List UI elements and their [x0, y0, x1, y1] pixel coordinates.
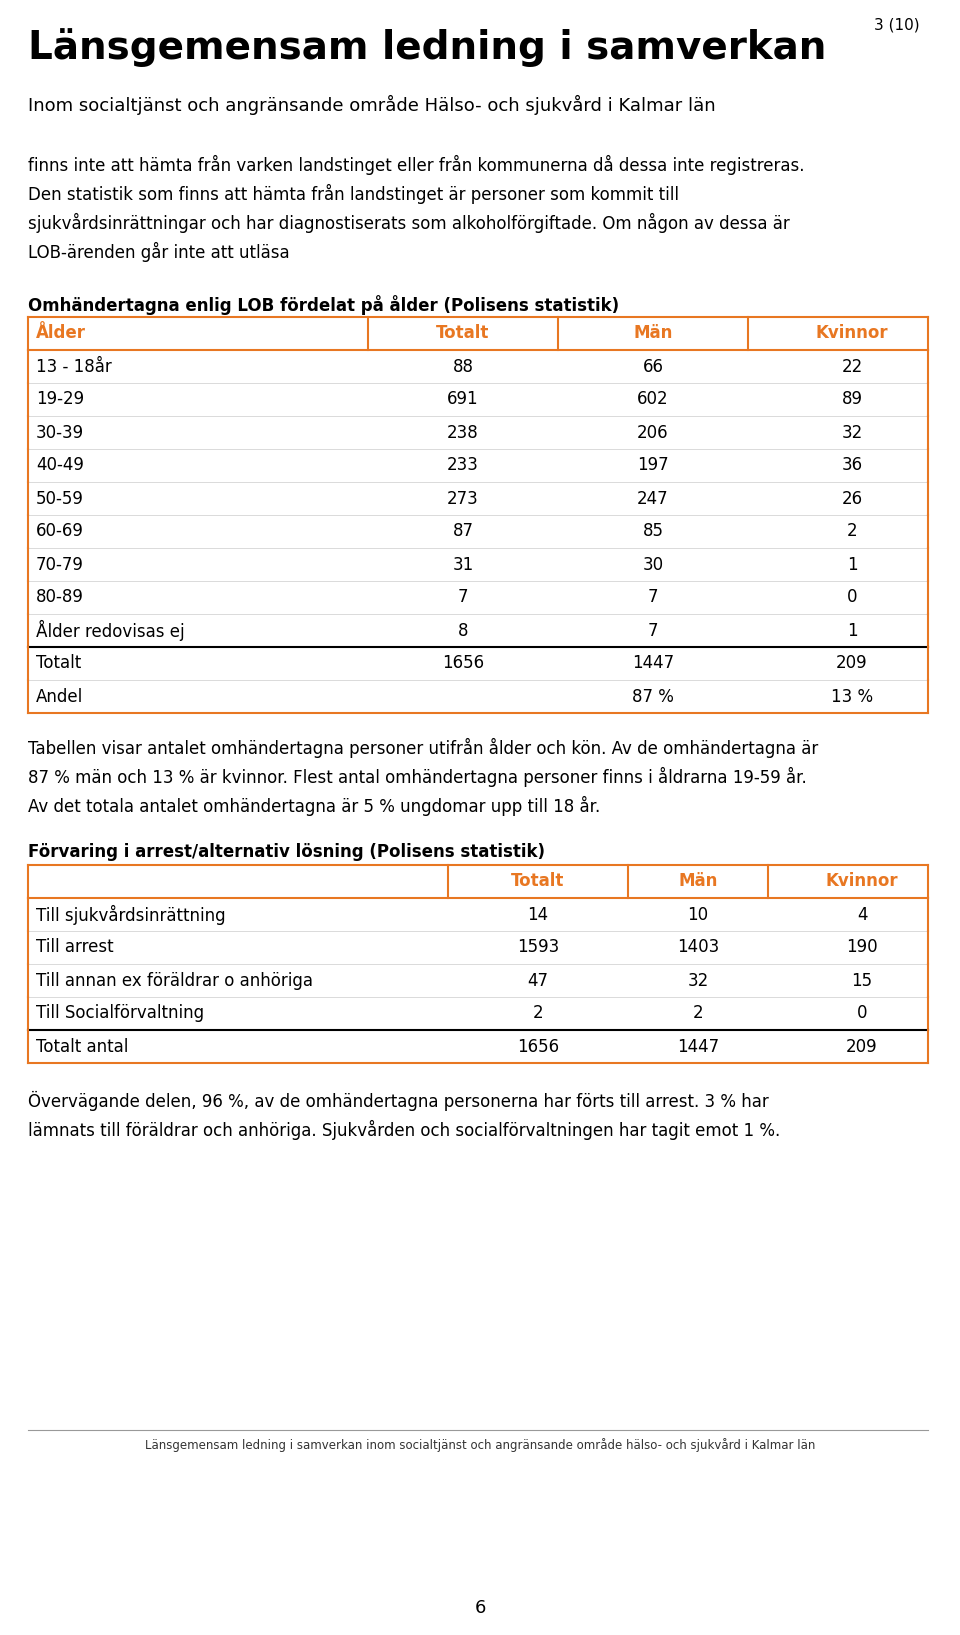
Text: Ålder redovisas ej: Ålder redovisas ej — [36, 620, 184, 641]
Text: Andel: Andel — [36, 687, 84, 705]
Text: 89: 89 — [842, 391, 862, 409]
Text: 602: 602 — [637, 391, 669, 409]
Text: 273: 273 — [447, 489, 479, 507]
Text: 197: 197 — [637, 456, 669, 474]
Text: 87: 87 — [452, 523, 473, 541]
Text: 206: 206 — [637, 423, 669, 441]
Text: 7: 7 — [458, 589, 468, 607]
Text: 238: 238 — [447, 423, 479, 441]
Text: 1447: 1447 — [677, 1038, 719, 1056]
Text: 60-69: 60-69 — [36, 523, 84, 541]
Text: 1656: 1656 — [516, 1038, 559, 1056]
Text: Länsgemensam ledning i samverkan: Länsgemensam ledning i samverkan — [28, 28, 827, 67]
Text: 209: 209 — [836, 654, 868, 672]
Text: 3 (10): 3 (10) — [875, 18, 920, 33]
Text: Förvaring i arrest/alternativ lösning (Polisens statistik): Förvaring i arrest/alternativ lösning (P… — [28, 844, 545, 862]
Text: Till arrest: Till arrest — [36, 938, 113, 956]
Text: 6: 6 — [474, 1599, 486, 1617]
Text: 36: 36 — [841, 456, 863, 474]
Text: 50-59: 50-59 — [36, 489, 84, 507]
Text: 1: 1 — [847, 556, 857, 574]
Text: 2: 2 — [533, 1004, 543, 1022]
Text: Kvinnor: Kvinnor — [826, 873, 899, 891]
Text: 13 - 18år: 13 - 18år — [36, 358, 111, 376]
Text: Länsgemensam ledning i samverkan inom socialtjänst och angränsande område hälso-: Länsgemensam ledning i samverkan inom so… — [145, 1439, 815, 1452]
Text: 0: 0 — [847, 589, 857, 607]
Text: Till Socialförvaltning: Till Socialförvaltning — [36, 1004, 204, 1022]
Text: Till sjukvårdsinrättning: Till sjukvårdsinrättning — [36, 904, 226, 924]
Text: 13 %: 13 % — [831, 687, 873, 705]
Text: Totalt: Totalt — [36, 654, 82, 672]
Text: Till annan ex föräldrar o anhöriga: Till annan ex föräldrar o anhöriga — [36, 971, 313, 989]
Text: 66: 66 — [642, 358, 663, 376]
Text: Omhändertagna enlig LOB fördelat på ålder (Polisens statistik): Omhändertagna enlig LOB fördelat på ålde… — [28, 294, 619, 316]
Text: 40-49: 40-49 — [36, 456, 84, 474]
Text: 10: 10 — [687, 906, 708, 924]
Text: 26: 26 — [841, 489, 863, 507]
Text: 8: 8 — [458, 621, 468, 639]
Text: finns inte att hämta från varken landstinget eller från kommunerna då dessa inte: finns inte att hämta från varken landsti… — [28, 155, 804, 262]
Text: 88: 88 — [452, 358, 473, 376]
Text: 85: 85 — [642, 523, 663, 541]
Text: 233: 233 — [447, 456, 479, 474]
Text: Ålder: Ålder — [36, 324, 86, 342]
Text: 70-79: 70-79 — [36, 556, 84, 574]
Text: 247: 247 — [637, 489, 669, 507]
Text: 1403: 1403 — [677, 938, 719, 956]
Text: 0: 0 — [856, 1004, 867, 1022]
Text: 691: 691 — [447, 391, 479, 409]
Text: Män: Män — [634, 324, 673, 342]
Text: 209: 209 — [846, 1038, 877, 1056]
Text: 31: 31 — [452, 556, 473, 574]
Text: Totalt antal: Totalt antal — [36, 1038, 129, 1056]
Text: 15: 15 — [852, 971, 873, 989]
Text: 30-39: 30-39 — [36, 423, 84, 441]
Text: 22: 22 — [841, 358, 863, 376]
Text: 87 %: 87 % — [632, 687, 674, 705]
Text: 1656: 1656 — [442, 654, 484, 672]
Text: 2: 2 — [693, 1004, 704, 1022]
Text: 7: 7 — [648, 621, 659, 639]
Text: 14: 14 — [527, 906, 548, 924]
Text: Män: Män — [679, 873, 718, 891]
Text: 32: 32 — [687, 971, 708, 989]
Text: Kvinnor: Kvinnor — [816, 324, 888, 342]
Text: 2: 2 — [847, 523, 857, 541]
Text: 1447: 1447 — [632, 654, 674, 672]
Text: 19-29: 19-29 — [36, 391, 84, 409]
Text: 30: 30 — [642, 556, 663, 574]
Text: 32: 32 — [841, 423, 863, 441]
Text: 80-89: 80-89 — [36, 589, 84, 607]
Text: 1: 1 — [847, 621, 857, 639]
Text: Övervägande delen, 96 %, av de omhändertagna personerna har förts till arrest. 3: Övervägande delen, 96 %, av de omhändert… — [28, 1091, 780, 1140]
Text: Totalt: Totalt — [512, 873, 564, 891]
Text: 4: 4 — [856, 906, 867, 924]
Text: 190: 190 — [846, 938, 877, 956]
Text: Totalt: Totalt — [436, 324, 490, 342]
Text: 7: 7 — [648, 589, 659, 607]
Text: 47: 47 — [527, 971, 548, 989]
Text: Tabellen visar antalet omhändertagna personer utifrån ålder och kön. Av de omhän: Tabellen visar antalet omhändertagna per… — [28, 737, 818, 816]
Text: Inom socialtjänst och angränsande område Hälso- och sjukvård i Kalmar län: Inom socialtjänst och angränsande område… — [28, 95, 715, 114]
Text: 1593: 1593 — [516, 938, 559, 956]
